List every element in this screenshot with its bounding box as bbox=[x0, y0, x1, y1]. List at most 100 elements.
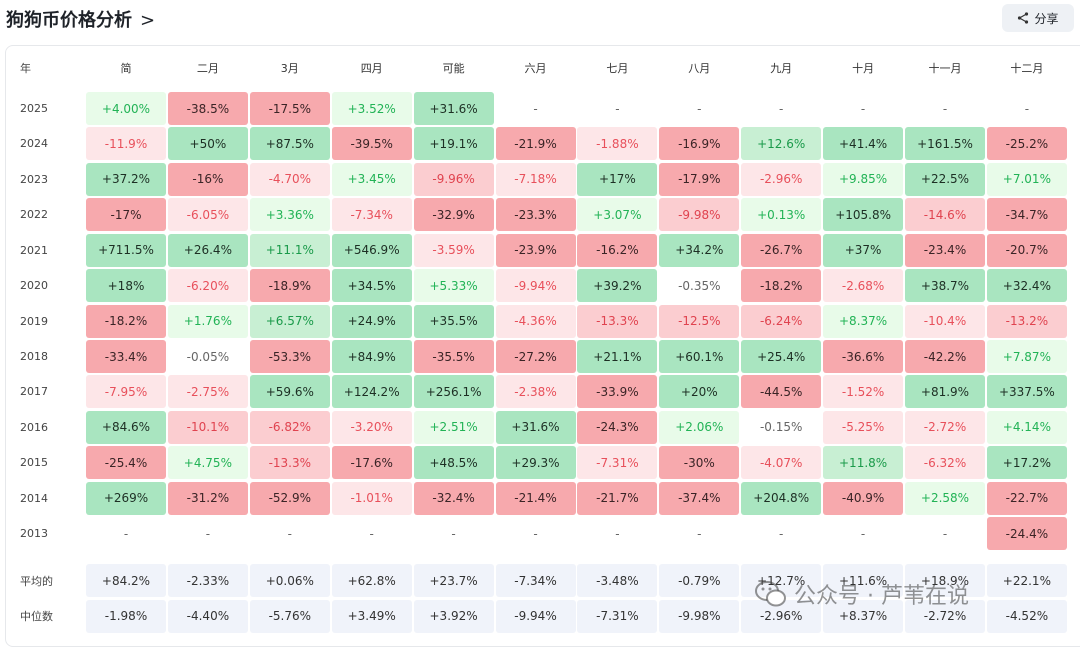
return-cell: - bbox=[615, 526, 620, 541]
return-cell: +1.76% bbox=[167, 304, 248, 338]
summary-cell: +23.7% bbox=[413, 564, 494, 597]
return-cell: +124.2% bbox=[331, 375, 412, 409]
column-header-month[interactable]: 二月 bbox=[196, 61, 219, 75]
summary-cell: +11.6% bbox=[823, 564, 904, 597]
return-cell: -18.9% bbox=[249, 269, 330, 303]
chevron-right-icon: > bbox=[140, 10, 156, 31]
column-header-month[interactable]: 十二月 bbox=[1010, 61, 1044, 75]
return-cell: -21.9% bbox=[495, 127, 576, 161]
summary-cell: +8.37% bbox=[823, 599, 904, 633]
summary-cell: +3.92% bbox=[413, 599, 494, 633]
column-header-month[interactable]: 十月 bbox=[852, 61, 875, 75]
return-cell: -17% bbox=[86, 198, 166, 232]
return-cell: +204.8% bbox=[741, 481, 822, 515]
summary-cell: -0.79% bbox=[659, 564, 740, 597]
return-cell: +3.52% bbox=[331, 92, 412, 125]
return-cell: -32.9% bbox=[413, 198, 494, 232]
return-cell: -1.52% bbox=[823, 375, 904, 409]
column-header-month[interactable]: 九月 bbox=[770, 61, 793, 75]
return-cell: +2.51% bbox=[413, 410, 494, 444]
return-cell: +81.9% bbox=[905, 375, 985, 409]
return-cell: -3.59% bbox=[413, 233, 494, 267]
summary-cell: -9.94% bbox=[495, 599, 576, 633]
return-cell: +34.2% bbox=[659, 233, 740, 267]
column-header-year[interactable]: 年 bbox=[20, 61, 31, 75]
row-label-year: 2016 bbox=[20, 420, 48, 434]
return-cell: -18.2% bbox=[86, 304, 166, 338]
summary-cell: -2.72% bbox=[905, 599, 985, 633]
return-cell: -23.3% bbox=[495, 198, 576, 232]
return-cell: +0.13% bbox=[741, 198, 822, 232]
return-cell: +8.37% bbox=[823, 304, 904, 338]
return-cell: -4.70% bbox=[249, 162, 330, 196]
return-cell: - bbox=[205, 526, 211, 541]
return-cell: -27.2% bbox=[495, 340, 576, 373]
column-header-month[interactable]: 十一月 bbox=[928, 61, 962, 75]
return-cell: -18.2% bbox=[741, 269, 822, 303]
row-label-year: 2015 bbox=[20, 456, 48, 470]
return-cell: -2.96% bbox=[741, 162, 822, 196]
return-cell: +7.87% bbox=[986, 340, 1067, 373]
return-cell: +17.2% bbox=[986, 446, 1067, 480]
return-cell: -2.68% bbox=[823, 269, 904, 303]
return-cell: - bbox=[533, 526, 538, 541]
page-title[interactable]: 狗狗币价格分析 > bbox=[6, 6, 155, 32]
summary-cell: -4.40% bbox=[167, 599, 248, 633]
column-header-month[interactable]: 六月 bbox=[524, 61, 547, 75]
return-cell: -13.3% bbox=[577, 304, 658, 338]
column-header-month[interactable]: 简 bbox=[120, 61, 132, 75]
return-cell: -4.07% bbox=[741, 446, 822, 480]
return-cell: -0.35% bbox=[678, 278, 721, 293]
summary-cell: -2.33% bbox=[167, 564, 248, 597]
return-cell: +59.6% bbox=[249, 375, 330, 409]
column-header-month[interactable]: 七月 bbox=[606, 61, 629, 75]
return-cell: -0.05% bbox=[186, 349, 230, 364]
return-cell: -20.7% bbox=[986, 233, 1067, 267]
summary-cell: -1.98% bbox=[86, 599, 166, 633]
return-cell: +161.5% bbox=[905, 127, 985, 161]
return-cell: +29.3% bbox=[495, 446, 576, 480]
return-cell: -6.82% bbox=[249, 410, 330, 444]
page-title-text: 狗狗币价格分析 bbox=[6, 10, 132, 31]
summary-cell: -5.76% bbox=[249, 599, 330, 633]
return-cell: -1.01% bbox=[331, 481, 412, 515]
return-cell: +38.7% bbox=[905, 269, 985, 303]
return-cell: -0.15% bbox=[759, 420, 803, 435]
return-cell: -4.36% bbox=[495, 304, 576, 338]
return-cell: +19.1% bbox=[413, 127, 494, 161]
return-cell: +50% bbox=[167, 127, 248, 161]
summary-cell: -2.96% bbox=[741, 599, 822, 633]
return-cell: -17.9% bbox=[659, 162, 740, 196]
summary-cell: -7.31% bbox=[577, 599, 658, 633]
return-cell: -2.72% bbox=[905, 410, 985, 444]
column-header-month[interactable]: 八月 bbox=[688, 61, 711, 75]
summary-cell: +62.8% bbox=[331, 564, 412, 597]
column-header-month[interactable]: 可能 bbox=[442, 61, 465, 75]
return-cell: -23.4% bbox=[905, 233, 985, 267]
share-button[interactable]: 分享 bbox=[1002, 4, 1074, 32]
return-cell: +84.9% bbox=[331, 340, 412, 373]
return-cell: +39.2% bbox=[577, 269, 658, 303]
return-cell: +4.14% bbox=[986, 410, 1067, 444]
return-cell: - bbox=[860, 526, 866, 541]
return-cell: -21.7% bbox=[577, 481, 658, 515]
summary-cell: +22.1% bbox=[986, 564, 1067, 597]
row-label-year: 2022 bbox=[20, 208, 48, 222]
return-cell: +24.9% bbox=[331, 304, 412, 338]
column-header-month[interactable]: 四月 bbox=[360, 61, 383, 75]
return-cell: -11.9% bbox=[86, 127, 166, 161]
return-cell: -34.7% bbox=[986, 198, 1067, 232]
return-cell: -36.6% bbox=[823, 340, 904, 373]
row-label-year: 2023 bbox=[20, 172, 48, 186]
return-cell: -9.94% bbox=[495, 269, 576, 303]
return-cell: -6.05% bbox=[167, 198, 248, 232]
return-cell: -6.32% bbox=[905, 446, 985, 480]
column-header-month[interactable]: 3月 bbox=[280, 61, 299, 75]
return-cell: -1.88% bbox=[577, 127, 658, 161]
return-cell: - bbox=[779, 101, 784, 116]
return-cell: -24.4% bbox=[986, 517, 1067, 551]
return-cell: -14.6% bbox=[905, 198, 985, 232]
return-cell: +12.6% bbox=[741, 127, 822, 161]
return-cell: - bbox=[1024, 101, 1030, 116]
return-cell: +41.4% bbox=[823, 127, 904, 161]
